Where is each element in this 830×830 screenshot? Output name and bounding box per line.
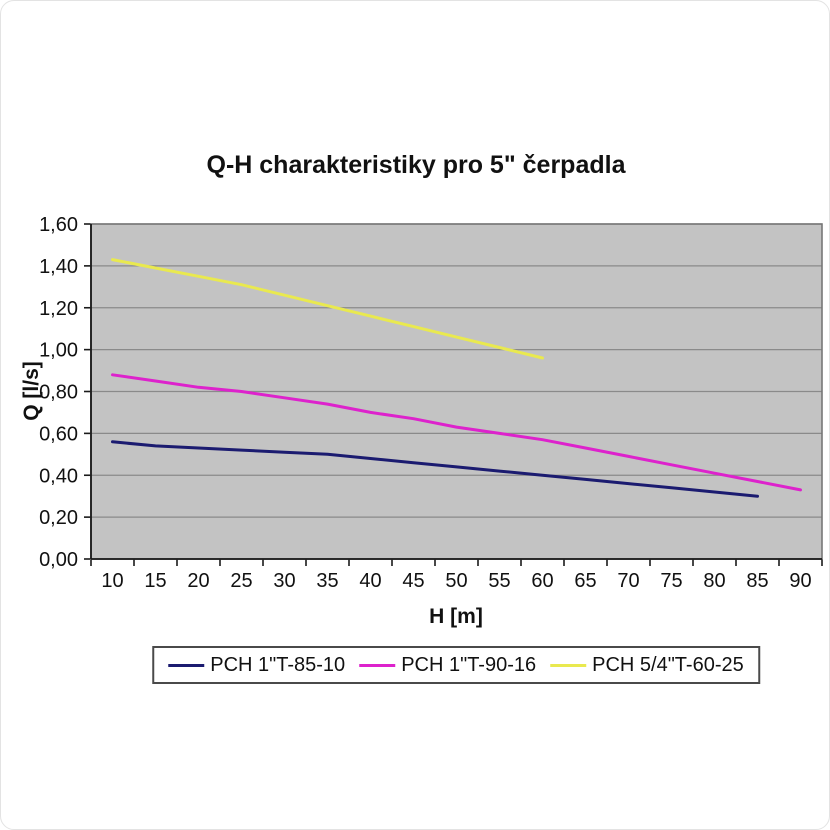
legend-label: PCH 5/4"T-60-25 <box>592 653 744 676</box>
x-tick-label: 85 <box>746 570 768 592</box>
y-tick-label: 1,20 <box>39 298 78 320</box>
legend-line-swatch <box>359 663 396 667</box>
series-line <box>111 440 759 498</box>
series-line <box>111 373 802 492</box>
x-tick-label: 80 <box>703 570 725 592</box>
x-tick-label: 50 <box>445 570 467 592</box>
y-tick-label: 0,60 <box>39 423 78 445</box>
legend-item: PCH 1"T-85-10 <box>168 654 345 677</box>
x-axis-title: H [m] <box>429 605 483 628</box>
legend-label: PCH 1"T-90-16 <box>401 653 537 676</box>
x-tick-label: 70 <box>617 570 639 592</box>
y-tick-label: 0,20 <box>39 507 78 529</box>
legend-line-swatch <box>168 663 205 667</box>
x-tick-label: 45 <box>402 570 424 592</box>
x-tick-label: 25 <box>230 570 252 592</box>
x-tick-label: 20 <box>187 570 209 592</box>
x-tick-label: 60 <box>531 570 553 592</box>
x-tick-label: 15 <box>144 570 166 592</box>
x-tick-label: 65 <box>574 570 596 592</box>
y-tick-label: 0,00 <box>39 549 78 571</box>
x-tick-label: 10 <box>101 570 123 592</box>
x-tick-label: 90 <box>789 570 811 592</box>
legend-item: PCH 1"T-90-16 <box>359 654 536 677</box>
legend-line-swatch <box>550 663 587 667</box>
legend-item: PCH 5/4"T-60-25 <box>550 654 744 677</box>
y-tick-label: 0,40 <box>39 465 78 487</box>
x-tick-label: 55 <box>488 570 510 592</box>
y-tick-label: 1,60 <box>39 214 78 236</box>
x-tick-label: 30 <box>273 570 295 592</box>
y-tick-label: 1,40 <box>39 256 78 278</box>
y-tick-label: 0,80 <box>39 382 78 404</box>
chart-title: Q-H charakteristiky pro 5" čerpadla <box>206 151 626 179</box>
legend-label: PCH 1"T-85-10 <box>210 653 346 676</box>
x-tick-label: 35 <box>316 570 338 592</box>
x-tick-label: 40 <box>359 570 381 592</box>
series-line <box>111 258 544 360</box>
y-tick-label: 1,00 <box>39 340 78 362</box>
legend: PCH 1"T-85-10 PCH 1"T-90-16 PCH 5/4"T-60-2… <box>152 646 760 684</box>
x-tick-label: 75 <box>660 570 682 592</box>
